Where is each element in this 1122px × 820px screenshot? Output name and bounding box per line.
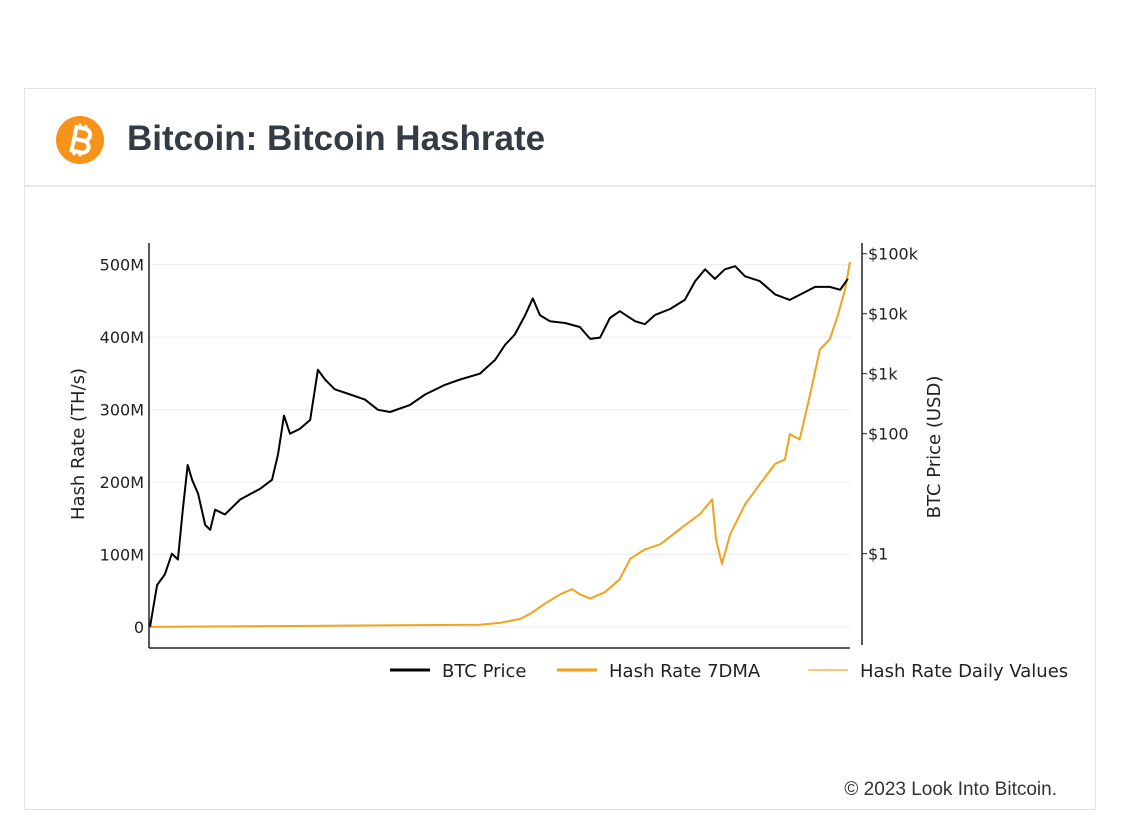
series-line — [149, 265, 849, 628]
card-header: Bitcoin: Bitcoin Hashrate — [25, 89, 1095, 187]
y2-axis-title: BTC Price (USD) — [924, 376, 945, 519]
page-title: Bitcoin: Bitcoin Hashrate — [127, 119, 546, 158]
y-tick-label: 400M — [100, 328, 144, 347]
card: Bitcoin: Bitcoin Hashrate © 2023 Look In… — [24, 88, 1096, 810]
y-axis-title: Hash Rate (TH/s) — [68, 368, 89, 520]
y2-tick-label: $1 — [868, 545, 888, 564]
y2-tick-label: $1k — [868, 365, 898, 384]
y-tick-label: 100M — [100, 545, 144, 564]
series-line — [149, 261, 851, 628]
y-tick-label: 200M — [100, 473, 144, 492]
bitcoin-icon — [56, 116, 104, 164]
y-tick-label: 500M — [100, 256, 144, 275]
legend-label: Hash Rate Daily Values — [860, 661, 1068, 682]
y-tick-label: 300M — [100, 401, 144, 420]
legend-label: BTC Price — [442, 661, 527, 682]
legend-bg — [380, 652, 1095, 688]
legend-label: Hash Rate 7DMA — [609, 661, 761, 682]
y-tick-label: 0 — [134, 618, 144, 637]
y2-tick-label: $100 — [868, 425, 909, 444]
y2-tick-label: $10k — [868, 305, 909, 324]
copyright: © 2023 Look Into Bitcoin. — [844, 779, 1057, 800]
y2-tick-label: $100k — [868, 245, 919, 264]
